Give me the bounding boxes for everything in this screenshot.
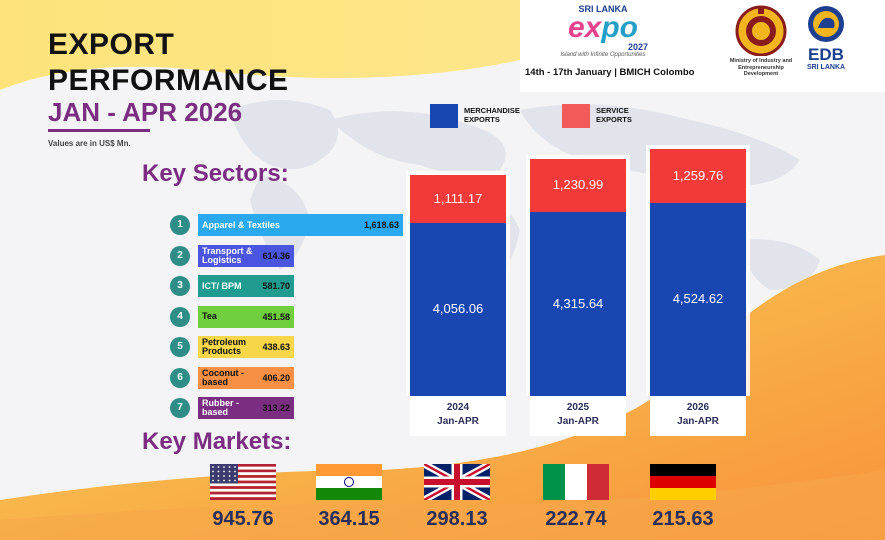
market-value: 945.76 (212, 508, 274, 530)
sector-value: 1,618.63 (363, 220, 399, 230)
service-value-label: 1,111.17 (433, 191, 483, 207)
merchandise-bar (650, 202, 746, 396)
service-value-label: 1,230.99 (552, 177, 604, 193)
sector-name: Tea (202, 311, 217, 321)
units-note: Values are in US$ Mn. (48, 139, 131, 148)
expo-logo-top: SRI LANKA (578, 4, 628, 14)
sector-rank-badge: 4 (170, 306, 190, 327)
sector-rank-badge: 5 (170, 337, 190, 357)
sector-rank-badge: 2 (170, 245, 190, 266)
legend-merchandise-swatch (430, 104, 458, 128)
service-bar (530, 159, 626, 212)
year-label-line: 2025 (566, 402, 590, 413)
sector-name: Rubber - based (202, 398, 239, 417)
sector-bar: Petroleum Products 438.63 (198, 336, 294, 358)
expo-word-right: po (601, 11, 639, 44)
year-label: 2025 Jan-APR (530, 396, 626, 436)
page-title-line1: EXPORT (48, 28, 175, 61)
ministry-emblem-icon (735, 5, 787, 56)
sector-value: 438.63 (262, 342, 290, 352)
legend-merchandise-label: MERCHANDISE EXPORTS (464, 106, 520, 124)
merchandise-bar (530, 211, 626, 396)
year-label: 2024 Jan-APR (410, 396, 506, 436)
sector-bar: Tea 451.58 (198, 305, 294, 328)
sector-name: Petroleum Products (202, 337, 247, 356)
year-label-line: Jan-APR (437, 416, 479, 427)
key-markets-title: Key Markets: (142, 428, 292, 455)
year-label-line: 2024 (446, 402, 470, 413)
key-sectors-title: Key Sectors: (142, 160, 289, 187)
year-label-line: Jan-APR (557, 416, 599, 427)
sector-name: Coconut - based (202, 367, 244, 387)
sector-bar: Apparel & Textiles 1,618.63 (198, 214, 403, 236)
legend-service-label: SERVICE EXPORTS (596, 106, 632, 124)
event-info: 14th - 17th January | BMICH Colombo (525, 67, 695, 78)
year-label-line: Jan-APR (677, 416, 719, 427)
service-value-label: 1,259.76 (672, 167, 724, 183)
sector-bar: Coconut - based 406.20 (198, 366, 294, 389)
italy-flag-icon (543, 464, 609, 500)
period-label: JAN - APR 2026 (48, 97, 243, 127)
market-value: 298.13 (426, 508, 488, 530)
legend-service-swatch (562, 104, 590, 128)
sector-rank-badge: 6 (170, 367, 190, 388)
sector-name: ICT/ BPM (202, 280, 242, 291)
edb-lion-icon (808, 6, 844, 42)
uk-flag-icon (424, 464, 490, 500)
edb-logo: EDB SRI LANKA (798, 4, 854, 71)
edb-logo-title: EDB (808, 45, 844, 64)
sector-rank-badge: 1 (170, 215, 190, 235)
germany-flag-icon (650, 464, 716, 500)
sector-rank-badge: 3 (170, 276, 190, 296)
sector-bar: ICT/ BPM 581.70 (198, 275, 294, 297)
expo-word-left: ex (567, 11, 602, 44)
sector-name: Apparel & Textiles (202, 219, 280, 230)
page-title-line2: PERFORMANCE (48, 64, 289, 97)
india-flag-icon (316, 464, 382, 500)
sector-value: 614.36 (262, 250, 290, 261)
sector-bar: Transport & Logistics 614.36 (198, 244, 294, 267)
edb-logo-subtitle: SRI LANKA (806, 64, 846, 71)
year-label-line: 2026 (686, 402, 710, 413)
sector-bar: Rubber - based 313.22 (198, 397, 294, 419)
expo-tagline: Island with Infinite Opportunities (560, 52, 646, 58)
expo-logo-word: expo (548, 11, 658, 44)
sector-value: 451.58 (262, 311, 290, 322)
ministry-name: Ministry of Industry and Entrepreneurshi… (729, 58, 793, 77)
usa-flag-icon (210, 464, 276, 500)
sector-value: 581.70 (262, 281, 290, 291)
service-bar (650, 148, 746, 203)
market-value: 364.15 (318, 508, 380, 530)
merchandise-value-label: 4,315.64 (552, 295, 604, 311)
merchandise-value-label: 4,524.62 (672, 291, 724, 307)
year-label: 2026 Jan-APR (650, 396, 746, 436)
expo-logo: SRI LANKA expo 2027 Island with Infinite… (548, 4, 658, 64)
ministry-logo: Ministry of Industry and Entrepreneurshi… (728, 4, 794, 78)
merchandise-bar (410, 222, 506, 396)
sector-value: 406.20 (262, 372, 290, 383)
merchandise-value-label: 4,056.06 (432, 301, 484, 317)
sector-rank-badge: 7 (170, 398, 190, 418)
period-underline (48, 129, 150, 132)
market-value: 222.74 (545, 508, 607, 530)
service-bar (410, 175, 506, 223)
sector-value: 313.22 (262, 403, 290, 413)
market-value: 215.63 (652, 508, 714, 530)
sector-name: Transport & Logistics (202, 245, 253, 265)
expo-logo-year: 2027 (627, 42, 648, 52)
